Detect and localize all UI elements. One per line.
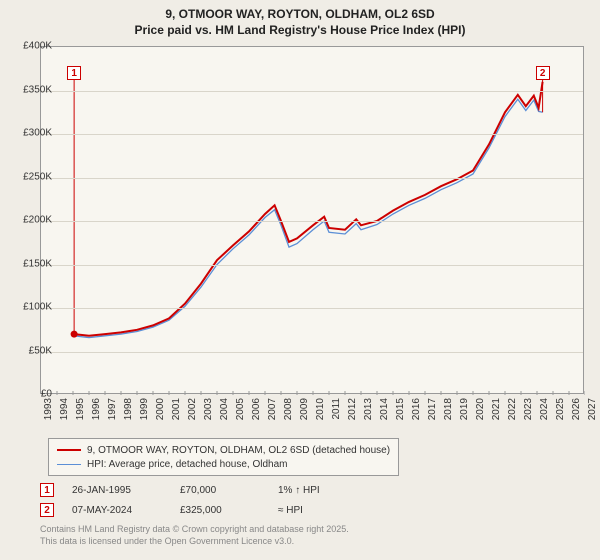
x-axis-label: 2009 [299,398,310,420]
x-axis-label: 2016 [411,398,422,420]
footer-line-1: Contains HM Land Registry data © Crown c… [40,524,349,536]
footer-attribution: Contains HM Land Registry data © Crown c… [40,524,349,547]
legend-swatch [57,449,81,451]
x-axis-label: 2011 [331,398,342,420]
data-point-marker: 2 [40,503,54,517]
data-point-rows: 1 26-JAN-1995 £70,000 1% ↑ HPI 2 07-MAY-2024 £… [40,480,378,520]
title-line-2: Price paid vs. HM Land Registry's House … [0,22,600,38]
legend-swatch [57,464,81,465]
legend-item: HPI: Average price, detached house, Oldh… [57,457,390,471]
x-axis-label: 2014 [379,398,390,420]
y-axis-label: £250K [12,171,52,182]
x-axis-label: 2024 [539,398,550,420]
chart-area: 12 [40,46,584,394]
gridline [41,352,583,353]
x-axis-label: 2002 [187,398,198,420]
x-axis-label: 2023 [523,398,534,420]
data-point-marker: 1 [40,483,54,497]
x-axis-label: 1996 [91,398,102,420]
x-axis-label: 1993 [43,398,54,420]
chart-container: 9, OTMOOR WAY, ROYTON, OLDHAM, OL2 6SD P… [0,0,600,560]
x-axis-label: 2021 [491,398,502,420]
data-point-price: £70,000 [180,485,260,496]
legend-label: HPI: Average price, detached house, Oldh… [87,459,288,470]
x-axis-label: 2022 [507,398,518,420]
x-axis-label: 2026 [571,398,582,420]
gridline [41,221,583,222]
legend-label: 9, OTMOOR WAY, ROYTON, OLDHAM, OL2 6SD (… [87,445,390,456]
gridline [41,134,583,135]
title-line-1: 9, OTMOOR WAY, ROYTON, OLDHAM, OL2 6SD [0,6,600,22]
data-point-relation: 1% ↑ HPI [278,485,378,496]
x-axis-label: 2017 [427,398,438,420]
x-axis-label: 2006 [251,398,262,420]
data-point-row: 1 26-JAN-1995 £70,000 1% ↑ HPI [40,480,378,500]
y-axis-label: £200K [12,215,52,226]
title-block: 9, OTMOOR WAY, ROYTON, OLDHAM, OL2 6SD P… [0,0,600,38]
x-axis-label: 2000 [155,398,166,420]
x-axis-label: 1994 [59,398,70,420]
x-axis-label: 1995 [75,398,86,420]
x-axis-label: 2012 [347,398,358,420]
series-line [74,82,542,336]
x-axis-label: 2008 [283,398,294,420]
legend: 9, OTMOOR WAY, ROYTON, OLDHAM, OL2 6SD (… [48,438,399,476]
y-axis-label: £300K [12,128,52,139]
y-axis-label: £400K [12,41,52,52]
data-point-relation: ≈ HPI [278,505,378,516]
x-axis-label: 2020 [475,398,486,420]
gridline [41,265,583,266]
data-point-row: 2 07-MAY-2024 £325,000 ≈ HPI [40,500,378,520]
gridline [41,178,583,179]
x-axis-label: 2015 [395,398,406,420]
x-axis-label: 2001 [171,398,182,420]
data-point-price: £325,000 [180,505,260,516]
y-axis-label: £100K [12,302,52,313]
x-axis-label: 2018 [443,398,454,420]
x-axis-label: 1997 [107,398,118,420]
data-point-date: 07-MAY-2024 [72,505,162,516]
y-axis-label: £350K [12,84,52,95]
x-axis-label: 2027 [587,398,598,420]
gridline [41,91,583,92]
legend-item: 9, OTMOOR WAY, ROYTON, OLDHAM, OL2 6SD (… [57,443,390,457]
x-axis-label: 2010 [315,398,326,420]
x-axis-label: 2025 [555,398,566,420]
y-axis-label: £150K [12,258,52,269]
x-axis-label: 1998 [123,398,134,420]
x-axis-label: 2004 [219,398,230,420]
y-axis-label: £50K [12,345,52,356]
data-point-date: 26-JAN-1995 [72,485,162,496]
footer-line-2: This data is licensed under the Open Gov… [40,536,349,548]
x-axis-label: 2019 [459,398,470,420]
x-axis-label: 2013 [363,398,374,420]
gridline [41,308,583,309]
x-axis-label: 2003 [203,398,214,420]
chart-marker: 2 [536,66,550,80]
chart-marker: 1 [67,66,81,80]
x-axis-label: 2007 [267,398,278,420]
x-axis-label: 2005 [235,398,246,420]
x-axis-label: 1999 [139,398,150,420]
